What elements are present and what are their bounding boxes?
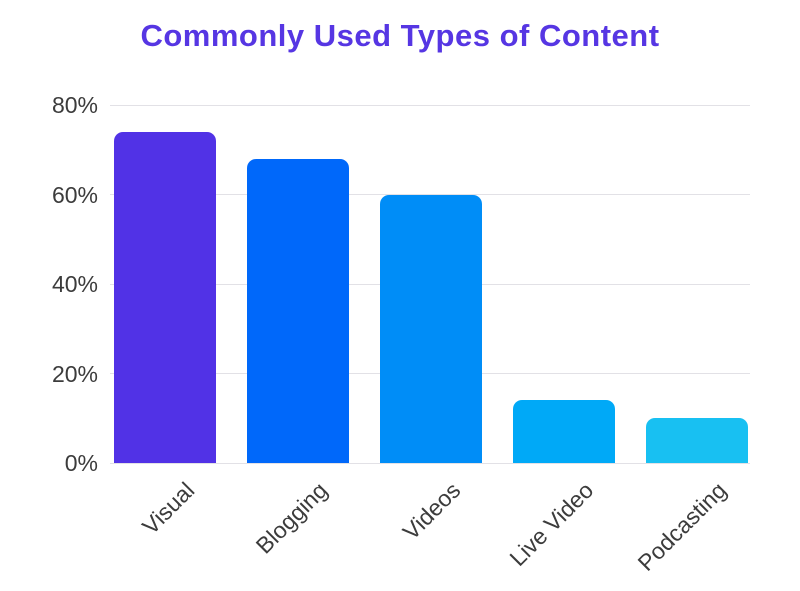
plot-area bbox=[110, 104, 750, 464]
y-axis-tick-label: 0% bbox=[64, 450, 98, 476]
bar-visual bbox=[114, 131, 216, 463]
bar-podcasting bbox=[646, 418, 748, 463]
gridline bbox=[110, 104, 750, 106]
y-axis-tick-label: 80% bbox=[51, 92, 98, 118]
bar-live-video bbox=[513, 400, 615, 463]
y-axis-tick-label: 60% bbox=[51, 181, 98, 208]
bar-videos bbox=[380, 194, 482, 463]
y-axis-tick-label: 40% bbox=[51, 271, 98, 297]
chart-title: Commonly Used Types of Content bbox=[140, 18, 660, 53]
bar-blogging bbox=[247, 158, 349, 463]
x-axis-tick-label: Visual bbox=[136, 477, 200, 540]
y-axis-tick-label: 20% bbox=[51, 360, 98, 387]
gridline bbox=[110, 462, 750, 464]
